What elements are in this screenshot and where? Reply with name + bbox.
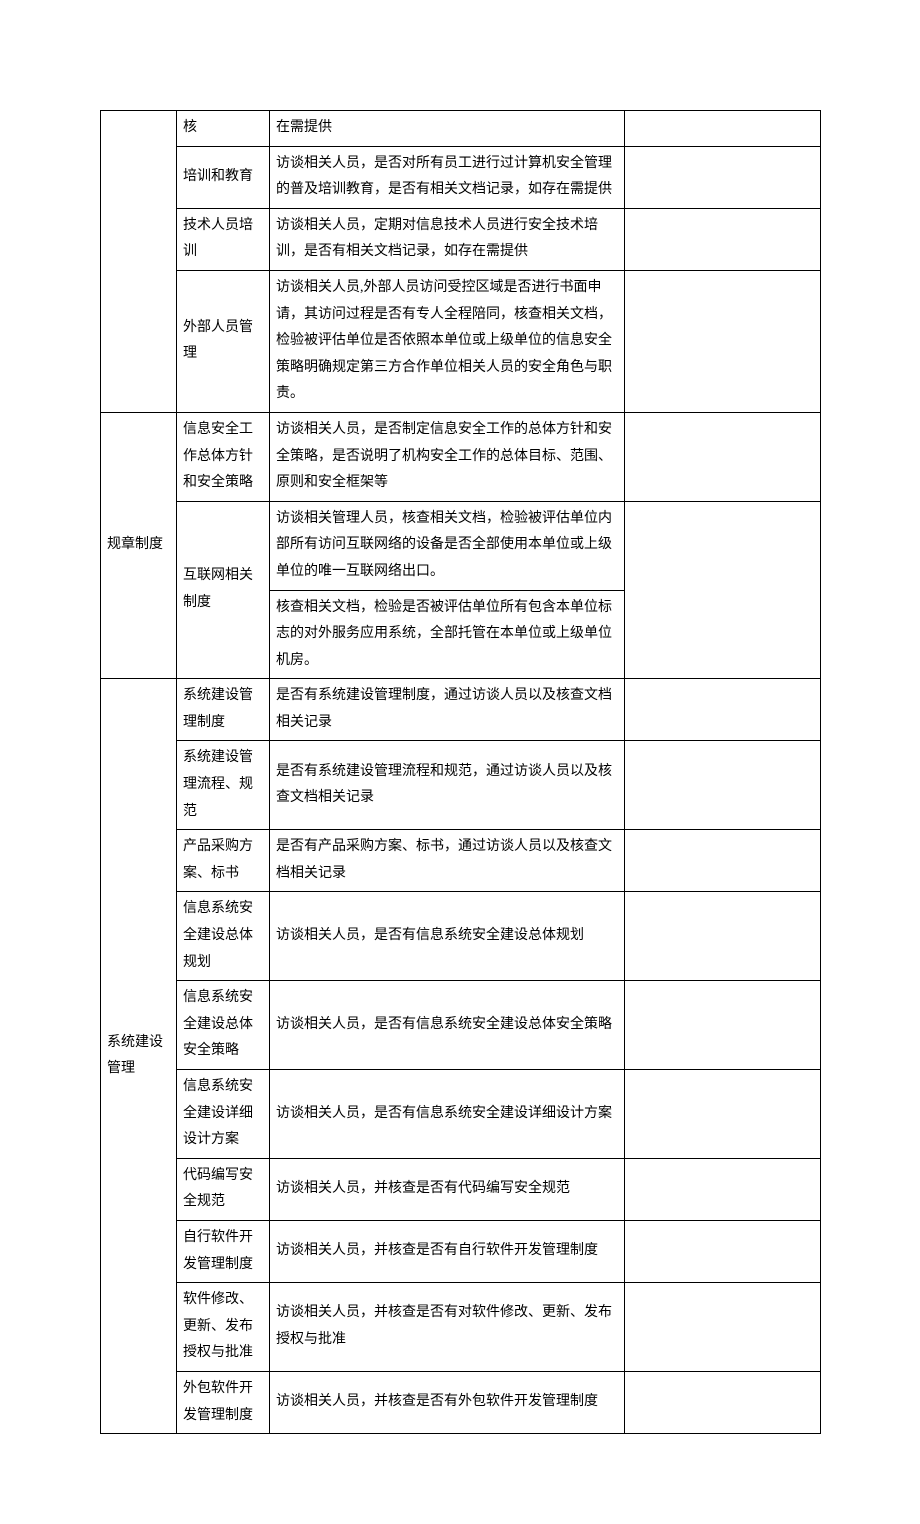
item-cell: 互联网相关制度 — [177, 501, 270, 679]
remark-cell — [625, 412, 821, 501]
item-cell: 信息系统安全建设总体规划 — [177, 892, 270, 981]
table-row: 系统建设管理 系统建设管理制度 是否有系统建设管理制度，通过访谈人员以及核查文档… — [101, 679, 821, 741]
item-cell: 技术人员培训 — [177, 208, 270, 270]
table-row: 互联网相关制度 访谈相关管理人员，核查相关文档，检验被评估单位内部所有访问互联网… — [101, 501, 821, 590]
description-cell: 是否有系统建设管理制度，通过访谈人员以及核查文档相关记录 — [270, 679, 625, 741]
remark-cell — [625, 111, 821, 147]
item-cell: 自行软件开发管理制度 — [177, 1220, 270, 1282]
description-cell: 是否有系统建设管理流程和规范，通过访谈人员以及核查文档相关记录 — [270, 741, 625, 830]
remark-cell — [625, 146, 821, 208]
item-cell: 代码编写安全规范 — [177, 1158, 270, 1220]
description-cell: 访谈相关人员，是否有信息系统安全建设总体安全策略 — [270, 981, 625, 1070]
remark-cell — [625, 501, 821, 679]
category-cell: 规章制度 — [101, 412, 177, 678]
remark-cell — [625, 830, 821, 892]
description-cell: 访谈相关人员，并核查是否有对软件修改、更新、发布授权与批准 — [270, 1283, 625, 1372]
description-cell: 访谈相关人员，并核查是否有代码编写安全规范 — [270, 1158, 625, 1220]
description-cell: 访谈相关人员，是否制定信息安全工作的总体方针和安全策略，是否说明了机构安全工作的… — [270, 412, 625, 501]
remark-cell — [625, 892, 821, 981]
item-cell: 系统建设管理制度 — [177, 679, 270, 741]
description-cell: 核查相关文档，检验是否被评估单位所有包含本单位标志的对外服务应用系统，全部托管在… — [270, 590, 625, 679]
remark-cell — [625, 1371, 821, 1433]
item-cell: 培训和教育 — [177, 146, 270, 208]
table-row: 信息系统安全建设详细设计方案 访谈相关人员，是否有信息系统安全建设详细设计方案 — [101, 1070, 821, 1159]
description-cell: 访谈相关人员，并核查是否有外包软件开发管理制度 — [270, 1371, 625, 1433]
table-row: 信息系统安全建设总体规划 访谈相关人员，是否有信息系统安全建设总体规划 — [101, 892, 821, 981]
item-cell: 信息系统安全建设总体安全策略 — [177, 981, 270, 1070]
remark-cell — [625, 270, 821, 412]
table-row: 信息系统安全建设总体安全策略 访谈相关人员，是否有信息系统安全建设总体安全策略 — [101, 981, 821, 1070]
remark-cell — [625, 208, 821, 270]
table-row: 外包软件开发管理制度 访谈相关人员，并核查是否有外包软件开发管理制度 — [101, 1371, 821, 1433]
item-cell: 信息安全工作总体方针和安全策略 — [177, 412, 270, 501]
table-row: 自行软件开发管理制度 访谈相关人员，并核查是否有自行软件开发管理制度 — [101, 1220, 821, 1282]
description-cell: 访谈相关人员，定期对信息技术人员进行安全技术培训，是否有相关文档记录，如存在需提… — [270, 208, 625, 270]
description-cell: 访谈相关人员，是否有信息系统安全建设详细设计方案 — [270, 1070, 625, 1159]
page: 核 在需提供 培训和教育 访谈相关人员，是否对所有员工进行过计算机安全管理的普及… — [0, 0, 920, 1524]
category-cell — [101, 111, 177, 413]
remark-cell — [625, 1070, 821, 1159]
description-cell: 访谈相关人员，并核查是否有自行软件开发管理制度 — [270, 1220, 625, 1282]
table-row: 核 在需提供 — [101, 111, 821, 147]
table-row: 代码编写安全规范 访谈相关人员，并核查是否有代码编写安全规范 — [101, 1158, 821, 1220]
table-row: 产品采购方案、标书 是否有产品采购方案、标书，通过访谈人员以及核查文档相关记录 — [101, 830, 821, 892]
item-cell: 信息系统安全建设详细设计方案 — [177, 1070, 270, 1159]
description-cell: 在需提供 — [270, 111, 625, 147]
table-row: 规章制度 信息安全工作总体方针和安全策略 访谈相关人员，是否制定信息安全工作的总… — [101, 412, 821, 501]
remark-cell — [625, 1220, 821, 1282]
audit-table: 核 在需提供 培训和教育 访谈相关人员，是否对所有员工进行过计算机安全管理的普及… — [100, 110, 821, 1434]
table-row: 软件修改、更新、发布授权与批准 访谈相关人员，并核查是否有对软件修改、更新、发布… — [101, 1283, 821, 1372]
item-cell: 产品采购方案、标书 — [177, 830, 270, 892]
category-cell: 系统建设管理 — [101, 679, 177, 1434]
table-row: 培训和教育 访谈相关人员，是否对所有员工进行过计算机安全管理的普及培训教育，是否… — [101, 146, 821, 208]
remark-cell — [625, 679, 821, 741]
table-row: 系统建设管理流程、规范 是否有系统建设管理流程和规范，通过访谈人员以及核查文档相… — [101, 741, 821, 830]
item-cell: 核 — [177, 111, 270, 147]
remark-cell — [625, 1283, 821, 1372]
remark-cell — [625, 981, 821, 1070]
remark-cell — [625, 1158, 821, 1220]
description-cell: 是否有产品采购方案、标书，通过访谈人员以及核查文档相关记录 — [270, 830, 625, 892]
description-cell: 访谈相关人员，是否有信息系统安全建设总体规划 — [270, 892, 625, 981]
item-cell: 软件修改、更新、发布授权与批准 — [177, 1283, 270, 1372]
item-cell: 系统建设管理流程、规范 — [177, 741, 270, 830]
table-row: 技术人员培训 访谈相关人员，定期对信息技术人员进行安全技术培训，是否有相关文档记… — [101, 208, 821, 270]
table-row: 外部人员管理 访谈相关人员,外部人员访问受控区域是否进行书面申请，其访问过程是否… — [101, 270, 821, 412]
description-cell: 访谈相关管理人员，核查相关文档，检验被评估单位内部所有访问互联网络的设备是否全部… — [270, 501, 625, 590]
description-cell: 访谈相关人员，是否对所有员工进行过计算机安全管理的普及培训教育，是否有相关文档记… — [270, 146, 625, 208]
remark-cell — [625, 741, 821, 830]
item-cell: 外包软件开发管理制度 — [177, 1371, 270, 1433]
description-cell: 访谈相关人员,外部人员访问受控区域是否进行书面申请，其访问过程是否有专人全程陪同… — [270, 270, 625, 412]
item-cell: 外部人员管理 — [177, 270, 270, 412]
